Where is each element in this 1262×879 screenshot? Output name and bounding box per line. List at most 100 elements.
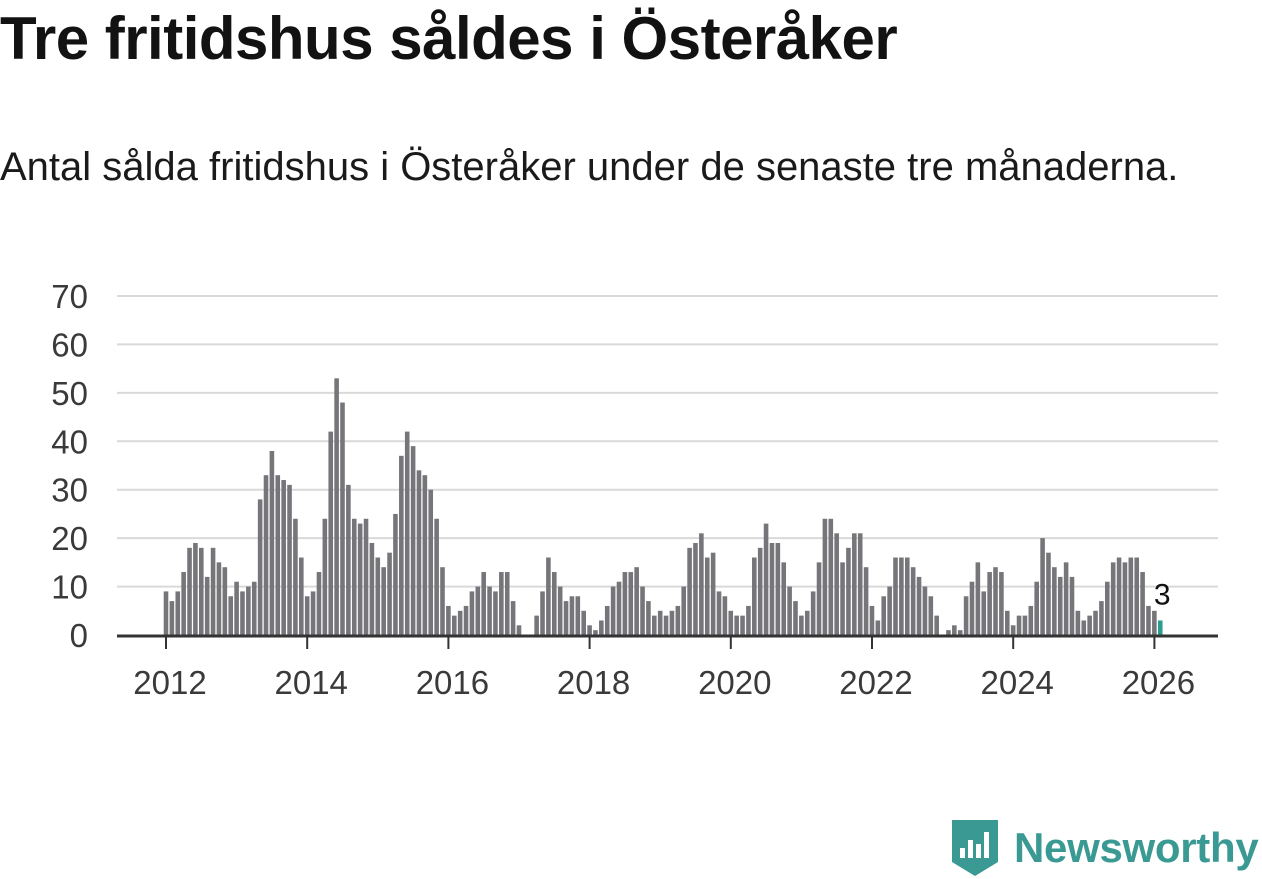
bar [587, 625, 592, 635]
bar [457, 610, 463, 635]
y-tick: 70 [51, 278, 88, 315]
bar [816, 562, 822, 635]
x-tick: 2024 [980, 635, 1054, 701]
bar [363, 518, 369, 635]
bar [440, 567, 445, 635]
bar [428, 489, 434, 635]
bar [263, 475, 269, 635]
bar [922, 586, 928, 635]
bar [699, 533, 704, 635]
bar [1105, 581, 1110, 635]
bar [604, 605, 610, 635]
bar [869, 605, 875, 635]
bar [899, 557, 904, 635]
bar [840, 562, 845, 635]
bar [822, 518, 828, 635]
y-axis-ticks: 0 10 20 30 40 50 60 70 [51, 278, 88, 654]
bar [610, 586, 616, 635]
bar [393, 513, 398, 635]
gridlines [117, 295, 1218, 588]
bar [1010, 625, 1016, 635]
bar [340, 402, 345, 635]
bar [551, 572, 557, 635]
bar [728, 610, 734, 635]
bar [375, 557, 381, 635]
bar [663, 615, 669, 635]
bar [446, 605, 451, 635]
bar [169, 601, 175, 635]
bar [387, 552, 392, 635]
bar [1140, 572, 1145, 635]
bar [1022, 615, 1028, 635]
bar [328, 431, 334, 635]
bar [687, 547, 692, 635]
bar [928, 596, 934, 635]
bar [246, 586, 251, 635]
x-axis-ticks: 2012 2014 2016 2018 2020 2022 2024 2026 [133, 635, 1195, 701]
bar [357, 523, 363, 635]
brand-name: Newsworthy [1014, 824, 1259, 871]
y-tick: 60 [51, 326, 88, 363]
bar [163, 591, 169, 635]
bar [593, 630, 598, 635]
bar [946, 630, 951, 635]
bar [451, 615, 457, 635]
bar [216, 562, 222, 635]
bar [1110, 562, 1116, 635]
bar [287, 484, 292, 635]
bar [1063, 562, 1069, 635]
y-tick-label: 10 [51, 569, 88, 606]
bar [669, 610, 675, 635]
bar [240, 591, 245, 635]
bar [1040, 538, 1045, 635]
x-tick: 2026 [1122, 635, 1195, 701]
bar [793, 601, 798, 635]
bar [563, 601, 569, 635]
bar [799, 615, 804, 635]
bar [1016, 615, 1022, 635]
bar [904, 557, 910, 635]
bar [863, 567, 869, 635]
bar [434, 518, 439, 635]
bar [781, 562, 787, 635]
bar [740, 615, 745, 635]
bar [469, 591, 475, 635]
bar [416, 470, 422, 635]
x-tick: 2012 [133, 635, 207, 701]
x-tick-label: 2018 [557, 664, 630, 701]
bar [1052, 567, 1057, 635]
bar [828, 518, 834, 635]
bar [510, 601, 516, 635]
bar [622, 572, 628, 635]
y-tick-label: 0 [70, 617, 88, 654]
bar [969, 581, 975, 635]
bar [763, 523, 769, 635]
bar [810, 591, 816, 635]
x-tick: 2016 [416, 635, 489, 701]
bar [887, 586, 892, 635]
bar [881, 596, 887, 635]
x-tick-label: 2012 [133, 664, 206, 701]
y-tick-label: 40 [51, 423, 88, 460]
bar [369, 542, 375, 635]
bar [187, 547, 192, 635]
bar [1093, 610, 1098, 635]
bar [957, 630, 963, 635]
bar [1081, 620, 1087, 635]
bar [1146, 605, 1151, 635]
bar [204, 576, 210, 635]
bar [752, 557, 757, 635]
bar [410, 446, 416, 635]
x-tick-label: 2026 [1122, 664, 1195, 701]
bar [234, 581, 239, 635]
bar [981, 591, 987, 635]
bar [910, 567, 916, 635]
y-tick: 20 [51, 520, 88, 557]
bar [404, 431, 410, 635]
bar [975, 562, 981, 635]
bar [399, 455, 404, 635]
x-tick: 2018 [557, 635, 630, 701]
bar [499, 572, 504, 635]
bar [475, 586, 481, 635]
bar [1134, 557, 1140, 635]
